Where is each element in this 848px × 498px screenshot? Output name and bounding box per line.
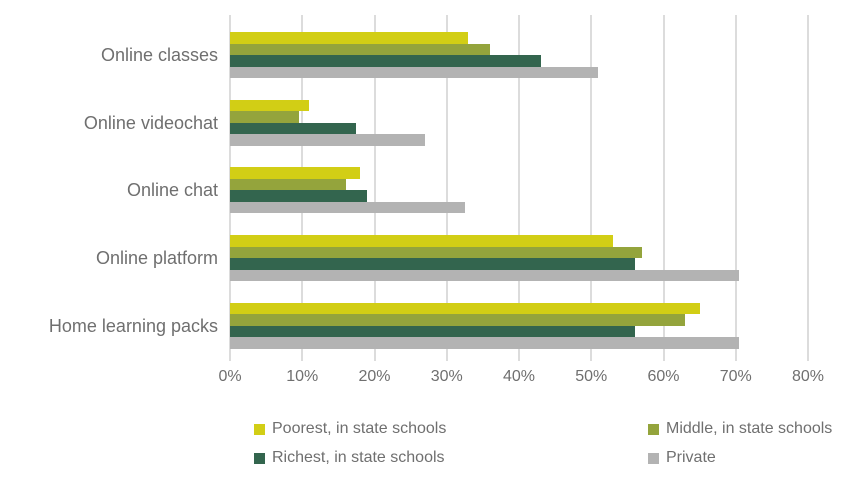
legend: Poorest, in state schools Middle, in stat… xyxy=(254,420,832,467)
bar xyxy=(230,55,541,67)
bar xyxy=(230,246,642,259)
bar xyxy=(230,178,346,191)
bar-group xyxy=(230,32,808,78)
gridline xyxy=(590,15,593,361)
x-axis-tick-label: 70% xyxy=(719,368,752,385)
legend-label: Private xyxy=(666,449,716,466)
bar xyxy=(230,167,361,179)
bar-group xyxy=(230,302,808,349)
bar-group xyxy=(230,235,808,282)
category-label: Home learning packs xyxy=(48,315,218,336)
bar xyxy=(230,314,686,326)
bar xyxy=(230,43,491,55)
legend-item[interactable]: Middle, in state schools xyxy=(648,420,832,438)
bar xyxy=(230,269,740,282)
x-axis-tick-label: 0% xyxy=(218,368,242,385)
x-axis-tick-label: 50% xyxy=(575,368,608,385)
gridline xyxy=(662,15,665,361)
plot-area xyxy=(229,15,809,361)
category-label: Online classes xyxy=(100,45,218,65)
bar xyxy=(230,122,357,135)
gridline xyxy=(445,15,448,361)
x-axis-tick-label: 10% xyxy=(286,368,319,385)
category-label: Online chat xyxy=(126,180,218,201)
legend-swatch-icon xyxy=(648,452,659,464)
x-axis-tick-label: 60% xyxy=(647,368,680,385)
bar xyxy=(230,99,310,112)
legend-swatch-icon xyxy=(254,423,265,435)
x-axis-tick-label: 40% xyxy=(502,368,536,385)
bar-group xyxy=(230,167,808,214)
bar xyxy=(230,337,740,349)
bar xyxy=(230,201,465,214)
legend-label: Richest, in state schools xyxy=(272,449,445,466)
x-axis-tick-label: 30% xyxy=(430,368,463,385)
gridline xyxy=(734,15,737,361)
category-label: Online videochat xyxy=(83,112,218,133)
legend-swatch-icon xyxy=(648,423,659,435)
legend-label: Middle, in state schools xyxy=(666,420,833,437)
bar xyxy=(230,111,299,123)
category-label: Online platform xyxy=(95,248,218,269)
bar xyxy=(230,134,426,146)
bar xyxy=(230,302,700,315)
bar xyxy=(230,32,469,44)
legend-swatch-icon xyxy=(254,452,265,464)
bar xyxy=(230,66,599,78)
gridline xyxy=(373,15,376,361)
legend-item[interactable]: Private xyxy=(648,449,832,467)
bar-group xyxy=(230,99,808,146)
bar xyxy=(230,190,368,202)
legend-item[interactable]: Richest, in state schools xyxy=(254,449,648,467)
bar xyxy=(230,325,635,338)
legend-item[interactable]: Poorest, in state schools xyxy=(254,420,648,438)
gridline xyxy=(518,15,520,361)
legend-label: Poorest, in state schools xyxy=(272,420,447,437)
x-axis-tick-label: 80% xyxy=(791,368,825,385)
bar xyxy=(230,258,635,270)
x-axis-tick-label: 20% xyxy=(358,368,391,385)
bar xyxy=(230,235,613,247)
gridline xyxy=(807,15,809,361)
